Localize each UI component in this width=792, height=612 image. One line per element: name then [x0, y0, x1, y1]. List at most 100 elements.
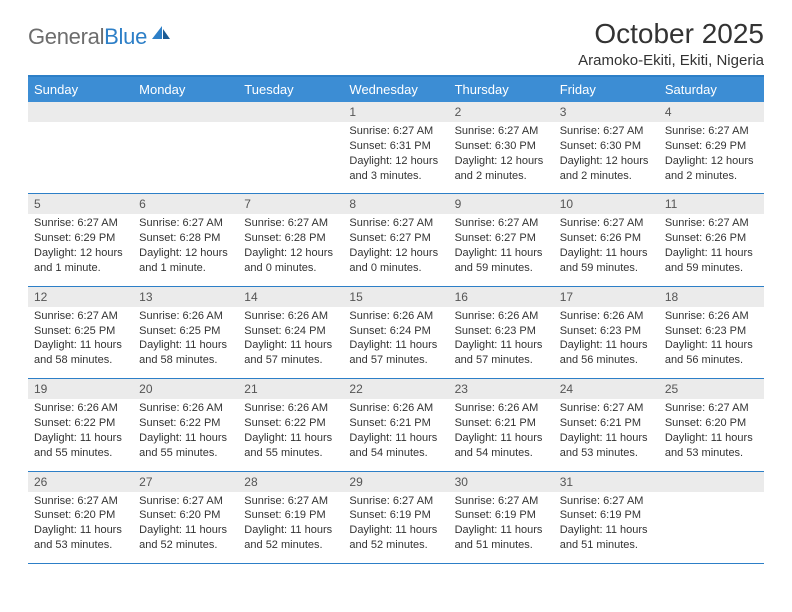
sunset-text: Sunset: 6:23 PM — [560, 324, 653, 339]
sunset-text: Sunset: 6:28 PM — [244, 231, 337, 246]
daylight-text: Daylight: 11 hours and 56 minutes. — [665, 338, 758, 368]
sunrise-text: Sunrise: 6:27 AM — [244, 216, 337, 231]
info-row: Sunrise: 6:27 AMSunset: 6:29 PMDaylight:… — [28, 214, 764, 286]
sunrise-text: Sunrise: 6:27 AM — [139, 494, 232, 509]
sunset-text: Sunset: 6:19 PM — [349, 508, 442, 523]
day-number: 21 — [238, 379, 343, 400]
day-header: Tuesday — [238, 76, 343, 102]
day-number — [238, 102, 343, 122]
sunset-text: Sunset: 6:20 PM — [139, 508, 232, 523]
sunset-text: Sunset: 6:22 PM — [244, 416, 337, 431]
day-number: 22 — [343, 379, 448, 400]
daylight-text: Daylight: 11 hours and 58 minutes. — [34, 338, 127, 368]
sunset-text: Sunset: 6:30 PM — [560, 139, 653, 154]
day-number: 5 — [28, 194, 133, 215]
sunrise-text: Sunrise: 6:27 AM — [455, 124, 548, 139]
day-number: 20 — [133, 379, 238, 400]
day-header: Friday — [554, 76, 659, 102]
sunset-text: Sunset: 6:20 PM — [34, 508, 127, 523]
daylight-text: Daylight: 11 hours and 55 minutes. — [34, 431, 127, 461]
sunrise-text: Sunrise: 6:27 AM — [455, 494, 548, 509]
day-cell: Sunrise: 6:27 AMSunset: 6:29 PMDaylight:… — [659, 122, 764, 194]
daylight-text: Daylight: 11 hours and 58 minutes. — [139, 338, 232, 368]
day-header: Saturday — [659, 76, 764, 102]
day-cell: Sunrise: 6:27 AMSunset: 6:28 PMDaylight:… — [133, 214, 238, 286]
day-number: 28 — [238, 471, 343, 492]
daylight-text: Daylight: 12 hours and 0 minutes. — [244, 246, 337, 276]
day-cell — [133, 122, 238, 194]
day-number: 16 — [449, 286, 554, 307]
sunset-text: Sunset: 6:29 PM — [34, 231, 127, 246]
day-cell: Sunrise: 6:26 AMSunset: 6:21 PMDaylight:… — [449, 399, 554, 471]
sunset-text: Sunset: 6:30 PM — [455, 139, 548, 154]
sunrise-text: Sunrise: 6:27 AM — [244, 494, 337, 509]
sunset-text: Sunset: 6:22 PM — [139, 416, 232, 431]
day-cell: Sunrise: 6:26 AMSunset: 6:25 PMDaylight:… — [133, 307, 238, 379]
day-cell: Sunrise: 6:27 AMSunset: 6:19 PMDaylight:… — [238, 492, 343, 564]
sunrise-text: Sunrise: 6:27 AM — [455, 216, 548, 231]
day-cell: Sunrise: 6:27 AMSunset: 6:21 PMDaylight:… — [554, 399, 659, 471]
sunset-text: Sunset: 6:26 PM — [560, 231, 653, 246]
sunrise-text: Sunrise: 6:27 AM — [349, 216, 442, 231]
day-cell: Sunrise: 6:26 AMSunset: 6:21 PMDaylight:… — [343, 399, 448, 471]
sunrise-text: Sunrise: 6:27 AM — [34, 494, 127, 509]
sunset-text: Sunset: 6:29 PM — [665, 139, 758, 154]
daylight-text: Daylight: 11 hours and 52 minutes. — [349, 523, 442, 553]
logo-text: GeneralBlue — [28, 24, 147, 50]
info-row: Sunrise: 6:27 AMSunset: 6:20 PMDaylight:… — [28, 492, 764, 564]
day-number: 30 — [449, 471, 554, 492]
day-number: 2 — [449, 102, 554, 122]
info-row: Sunrise: 6:27 AMSunset: 6:25 PMDaylight:… — [28, 307, 764, 379]
sunrise-text: Sunrise: 6:26 AM — [139, 401, 232, 416]
day-cell: Sunrise: 6:27 AMSunset: 6:27 PMDaylight:… — [343, 214, 448, 286]
sunrise-text: Sunrise: 6:27 AM — [560, 124, 653, 139]
sunrise-text: Sunrise: 6:26 AM — [139, 309, 232, 324]
sail-icon — [150, 24, 172, 47]
day-number: 14 — [238, 286, 343, 307]
calendar-table: Sunday Monday Tuesday Wednesday Thursday… — [28, 75, 764, 564]
sunset-text: Sunset: 6:25 PM — [34, 324, 127, 339]
day-number: 10 — [554, 194, 659, 215]
sunrise-text: Sunrise: 6:27 AM — [139, 216, 232, 231]
sunrise-text: Sunrise: 6:27 AM — [34, 216, 127, 231]
day-number: 23 — [449, 379, 554, 400]
day-cell: Sunrise: 6:26 AMSunset: 6:22 PMDaylight:… — [238, 399, 343, 471]
daylight-text: Daylight: 12 hours and 2 minutes. — [665, 154, 758, 184]
day-header-row: Sunday Monday Tuesday Wednesday Thursday… — [28, 76, 764, 102]
sunrise-text: Sunrise: 6:26 AM — [34, 401, 127, 416]
daylight-text: Daylight: 11 hours and 54 minutes. — [349, 431, 442, 461]
daylight-text: Daylight: 11 hours and 54 minutes. — [455, 431, 548, 461]
daylight-text: Daylight: 11 hours and 53 minutes. — [560, 431, 653, 461]
daynum-row: 567891011 — [28, 194, 764, 215]
day-cell: Sunrise: 6:26 AMSunset: 6:24 PMDaylight:… — [343, 307, 448, 379]
daylight-text: Daylight: 11 hours and 55 minutes. — [139, 431, 232, 461]
day-number: 31 — [554, 471, 659, 492]
sunset-text: Sunset: 6:21 PM — [349, 416, 442, 431]
sunrise-text: Sunrise: 6:27 AM — [349, 124, 442, 139]
sunset-text: Sunset: 6:21 PM — [560, 416, 653, 431]
day-cell: Sunrise: 6:27 AMSunset: 6:20 PMDaylight:… — [133, 492, 238, 564]
sunset-text: Sunset: 6:23 PM — [665, 324, 758, 339]
day-header: Thursday — [449, 76, 554, 102]
day-number: 27 — [133, 471, 238, 492]
day-cell: Sunrise: 6:26 AMSunset: 6:24 PMDaylight:… — [238, 307, 343, 379]
sunrise-text: Sunrise: 6:27 AM — [560, 216, 653, 231]
daylight-text: Daylight: 11 hours and 57 minutes. — [455, 338, 548, 368]
day-header: Monday — [133, 76, 238, 102]
day-number: 8 — [343, 194, 448, 215]
logo-general: General — [28, 24, 104, 49]
daynum-row: 12131415161718 — [28, 286, 764, 307]
day-header: Sunday — [28, 76, 133, 102]
day-number: 18 — [659, 286, 764, 307]
day-cell: Sunrise: 6:27 AMSunset: 6:26 PMDaylight:… — [659, 214, 764, 286]
day-cell: Sunrise: 6:27 AMSunset: 6:26 PMDaylight:… — [554, 214, 659, 286]
day-number: 25 — [659, 379, 764, 400]
sunset-text: Sunset: 6:24 PM — [349, 324, 442, 339]
sunset-text: Sunset: 6:20 PM — [665, 416, 758, 431]
day-cell: Sunrise: 6:26 AMSunset: 6:23 PMDaylight:… — [659, 307, 764, 379]
day-cell — [238, 122, 343, 194]
sunset-text: Sunset: 6:24 PM — [244, 324, 337, 339]
daylight-text: Daylight: 12 hours and 2 minutes. — [455, 154, 548, 184]
info-row: Sunrise: 6:27 AMSunset: 6:31 PMDaylight:… — [28, 122, 764, 194]
location: Aramoko-Ekiti, Ekiti, Nigeria — [578, 52, 764, 69]
